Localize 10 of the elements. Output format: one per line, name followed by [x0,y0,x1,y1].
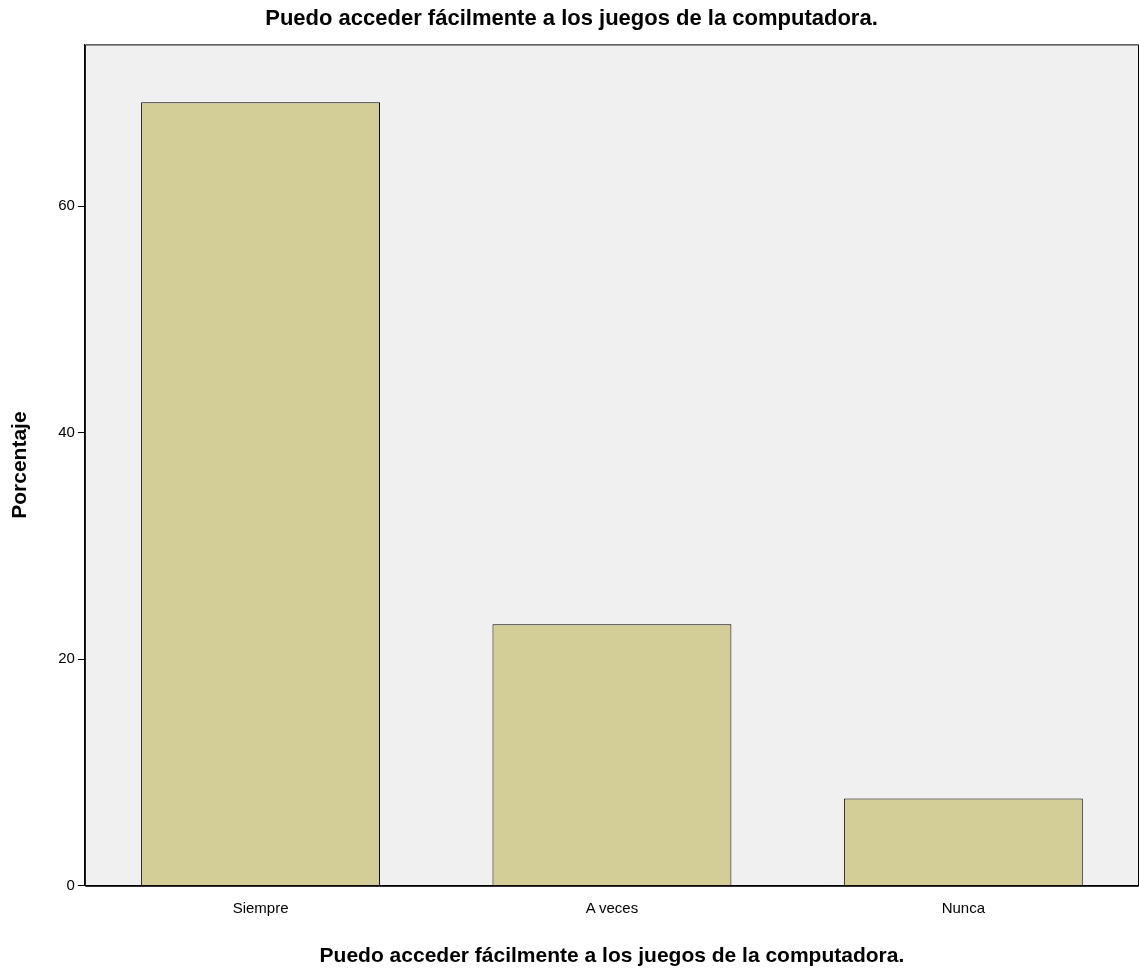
y-tick-label: 20 [58,649,75,667]
y-tick-label: 40 [58,422,75,440]
y-tick-label: 0 [66,875,75,893]
x-tick-label: Nunca [941,898,986,916]
x-axis-title: Puedo acceder fácilmente a los juegos de la computadora. [319,943,905,967]
y-tick-label: 60 [58,196,75,214]
chart-title: Puedo acceder fácilmente a los juegos de la computadora. [265,5,878,31]
x-tick-label: Siempre [232,898,289,916]
x-tick-label: A veces [585,898,639,916]
y-axis-title: Porcentaje [7,411,31,519]
